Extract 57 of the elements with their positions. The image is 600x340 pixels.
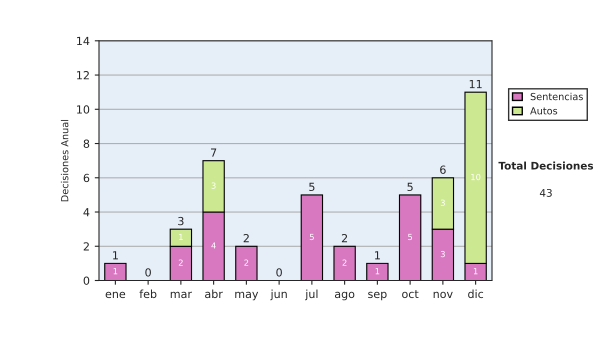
y-axis-title: Decisiones Anual <box>60 120 68 202</box>
y-tick-label: 0 <box>84 276 90 285</box>
total-label: 5 <box>309 182 314 192</box>
data-label: 1 <box>114 268 118 274</box>
x-tick-label: oct <box>402 290 418 298</box>
bar <box>366 262 389 280</box>
y-tick-label: 8 <box>84 140 90 148</box>
x-tick-label: sep <box>368 292 387 300</box>
x-tick-label: abr <box>205 290 223 298</box>
data-label: 3 <box>212 182 216 189</box>
data-label: 2 <box>342 259 346 266</box>
total-label: 1 <box>375 251 380 260</box>
data-label: 5 <box>408 234 412 240</box>
x-tick-label: may <box>235 292 258 300</box>
x-tick-label: ene <box>106 292 126 298</box>
text: Total Decisiones <box>498 162 594 170</box>
total-label: 1 <box>113 251 118 260</box>
total-label: 0 <box>276 268 282 277</box>
data-label: 1 <box>474 268 478 274</box>
data-label: 5 <box>310 234 314 240</box>
x-tick-label: nov <box>434 292 453 298</box>
bar <box>104 262 127 280</box>
total-label: 2 <box>342 234 348 242</box>
total-label: 11 <box>470 80 482 88</box>
legend-label: Sentencias <box>530 92 583 100</box>
total-label: 5 <box>407 182 413 192</box>
data-label: 2 <box>178 259 183 266</box>
total-label: 0 <box>145 268 151 277</box>
data-label: 4 <box>211 242 216 249</box>
bar <box>300 194 324 280</box>
data-label: 3 <box>440 200 445 206</box>
x-tick-label: dic <box>468 290 484 298</box>
x-tick-label: jun <box>270 290 287 300</box>
text: 43 <box>540 188 552 197</box>
total-label: 7 <box>211 148 216 157</box>
bar <box>235 246 258 280</box>
total-label: 2 <box>244 234 249 242</box>
y-tick-label: 4 <box>83 208 90 216</box>
data-label: 10 <box>471 174 480 180</box>
y-tick-label: 10 <box>77 105 90 114</box>
x-tick-label: ago <box>334 292 354 300</box>
y-tick-label: 14 <box>77 36 90 46</box>
bar <box>398 194 422 280</box>
data-label: 1 <box>376 268 380 274</box>
x-tick-label: feb <box>139 290 156 298</box>
y-tick-label: 2 <box>84 242 89 250</box>
data-label: 2 <box>244 259 248 266</box>
x-tick-label: jul <box>305 290 318 300</box>
data-label: 3 <box>440 250 445 258</box>
y-tick-label: 12 <box>77 71 89 80</box>
total-label: 3 <box>178 216 184 226</box>
bar <box>333 246 356 280</box>
legend-label: Autos <box>530 107 558 114</box>
x-tick-label: mar <box>170 292 192 298</box>
y-tick-label: 6 <box>84 174 90 182</box>
data-label: 1 <box>179 234 183 240</box>
total-label: 6 <box>440 166 446 174</box>
